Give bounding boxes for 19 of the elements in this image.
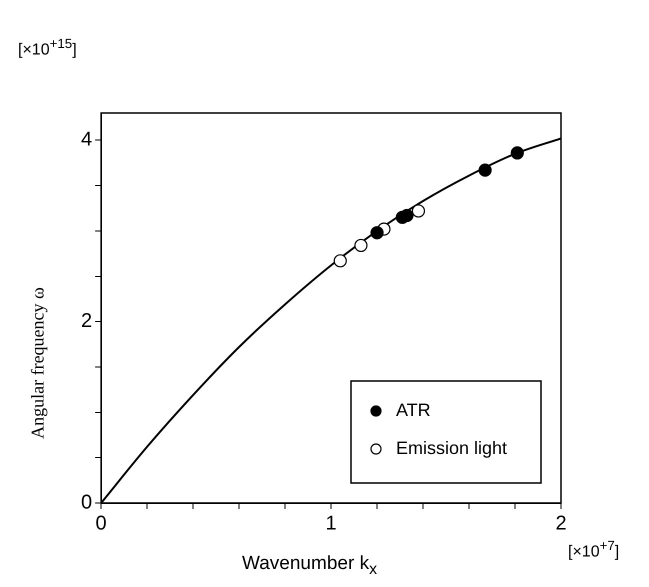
x-tick-label: 2 [555,512,567,535]
point [334,254,347,268]
text: [×10$^{+15}$] [18,36,77,60]
text: [×10$^{+7}$] [568,538,620,562]
x-tick-label: 0 [96,512,107,535]
point [370,226,384,240]
x-tick-label: 1 [326,512,337,535]
point [412,204,426,218]
y-tick-label: 2 [81,310,92,332]
y-axis-title: Angular frequency ω [28,287,48,439]
y-tick-label: 4 [81,128,92,151]
point [478,164,492,177]
x-axis-title: Wavenumber k$_{x}$ [242,553,377,578]
y-tick-label: 0 [81,492,92,514]
legend-label: ATR [396,400,431,420]
point [354,238,368,252]
legend-label: Emission light [396,438,508,458]
point [400,208,414,222]
point [510,146,524,160]
